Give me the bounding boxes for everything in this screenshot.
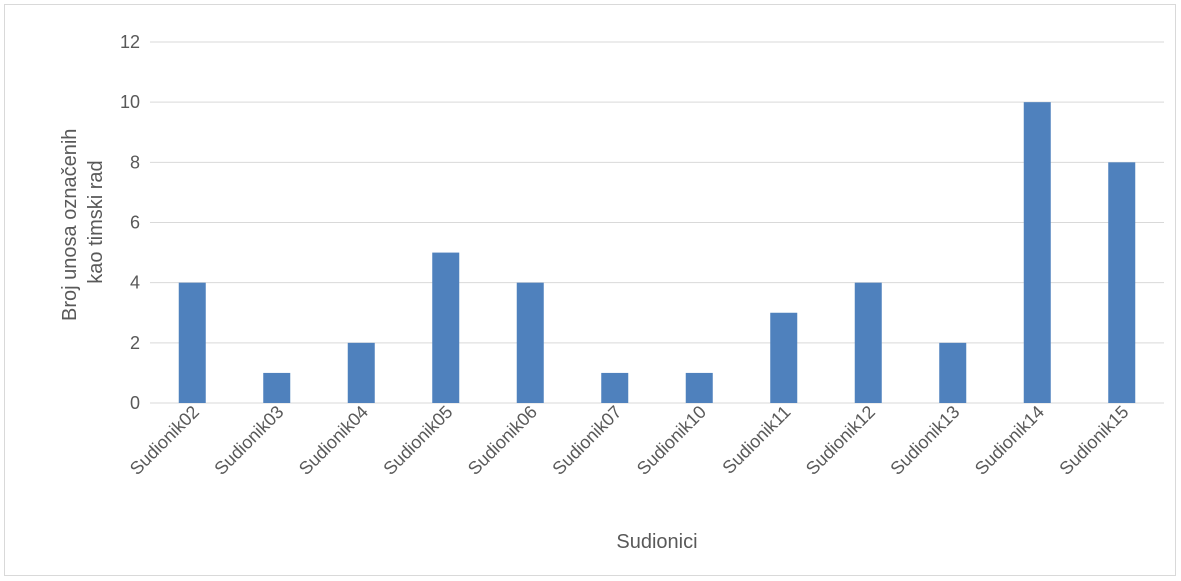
- bar-sudionik13: [939, 342, 967, 403]
- gridlines: [150, 41, 1164, 404]
- x-tick-label: Sudionik05: [379, 402, 456, 479]
- bar-sudionik06: [516, 282, 544, 403]
- y-tick-labels: 0 2 4 6 8 10 12: [120, 32, 140, 413]
- x-tick-label: Sudionik15: [1055, 402, 1132, 479]
- bars: [178, 102, 1136, 404]
- x-tick-label: Sudionik04: [295, 402, 372, 479]
- y-tick-label: 4: [130, 273, 140, 293]
- x-tick-labels: Sudionik02 Sudionik03 Sudionik04 Sudionik05…: [126, 402, 1133, 479]
- x-tick-label: Sudionik11: [718, 402, 794, 478]
- y-axis-title-line-2: kao timski rad: [85, 160, 107, 283]
- y-axis-title: Broj unosa označenih kao timski rad: [59, 123, 107, 321]
- y-tick-label: 0: [130, 393, 140, 413]
- x-tick-label: Sudionik07: [548, 402, 625, 479]
- x-tick-label: Sudionik12: [802, 402, 879, 479]
- x-tick-label: Sudionik10: [633, 402, 710, 479]
- x-tick-label: Sudionik06: [464, 402, 541, 479]
- x-tick-label: Sudionik13: [886, 402, 963, 479]
- bar-sudionik07: [601, 372, 629, 403]
- x-axis-title: Sudionici: [616, 531, 697, 553]
- x-tick-label: Sudionik03: [210, 402, 287, 479]
- bar-sudionik05: [432, 252, 460, 403]
- bar-sudionik14: [1023, 102, 1051, 404]
- y-tick-label: 8: [130, 152, 140, 172]
- y-tick-label: 12: [120, 32, 140, 52]
- bar-sudionik04: [347, 342, 375, 403]
- bar-sudionik02: [178, 282, 206, 403]
- y-tick-label: 10: [120, 92, 140, 112]
- bar-sudionik15: [1108, 162, 1136, 403]
- y-tick-label: 2: [130, 333, 140, 353]
- y-axis-title-line-1: Broj unosa označenih: [59, 129, 81, 321]
- bar-sudionik11: [770, 312, 798, 403]
- bar-sudionik12: [854, 282, 882, 403]
- x-tick-label: Sudionik14: [971, 402, 1048, 479]
- x-tick-label: Sudionik02: [126, 402, 203, 479]
- bar-sudionik03: [263, 372, 291, 403]
- y-tick-label: 6: [130, 213, 140, 233]
- bar-sudionik10: [685, 372, 713, 403]
